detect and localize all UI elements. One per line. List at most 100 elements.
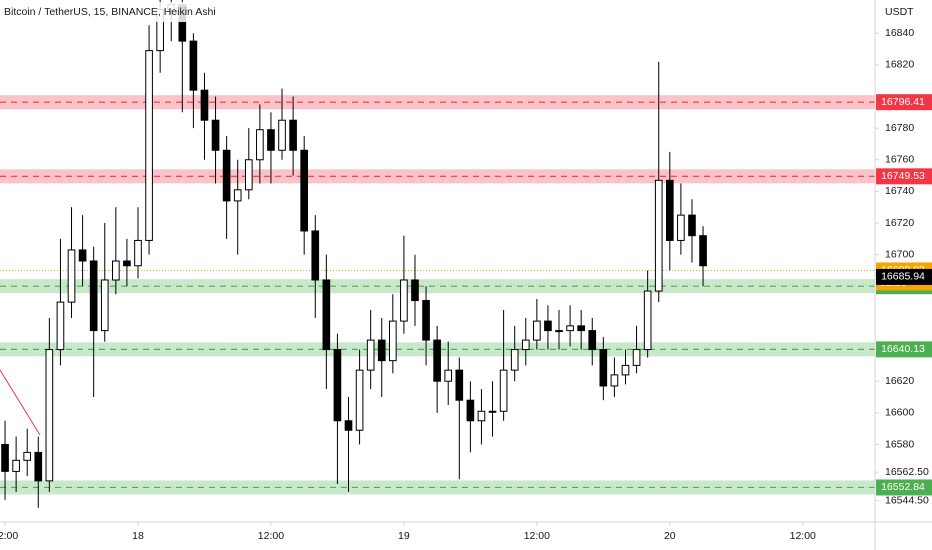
x-tick-label: 19 xyxy=(398,530,410,542)
candle-body xyxy=(433,339,441,382)
candle-body xyxy=(134,239,142,267)
candle-body xyxy=(211,119,220,151)
candle-body xyxy=(100,279,109,332)
candle-body xyxy=(677,214,685,241)
cursor-price-label: 16685.94 xyxy=(881,271,925,283)
candle-body xyxy=(610,374,619,387)
candle-body xyxy=(233,189,242,202)
level-label: 16640.13 xyxy=(881,343,925,355)
candle-body xyxy=(45,349,54,482)
candle-body xyxy=(444,369,453,382)
y-tick-label: 16760 xyxy=(885,154,914,166)
candle-body xyxy=(145,50,153,241)
zone-band xyxy=(0,169,875,184)
chart-title: Bitcoin / TetherUS, 15, BINANCE, Heikin … xyxy=(4,6,216,18)
y-tick-label: 16620 xyxy=(885,375,914,387)
x-tick-label: 12:00 xyxy=(790,530,816,542)
candle-body xyxy=(588,330,597,351)
candle-body xyxy=(654,179,663,292)
candles xyxy=(1,0,707,508)
candle-body xyxy=(322,279,331,351)
candle-body xyxy=(599,349,608,387)
candle-body xyxy=(621,364,630,376)
candle-body xyxy=(23,451,32,461)
candle-body xyxy=(499,369,508,412)
y-tick-label: 16720 xyxy=(885,217,914,229)
zone-band xyxy=(0,279,875,294)
candle-body xyxy=(466,399,475,422)
candle-body xyxy=(333,349,342,422)
y-tick-label: 16700 xyxy=(885,248,914,260)
candle-body xyxy=(488,410,497,413)
candle-body xyxy=(643,290,652,351)
cursor-price-bg xyxy=(876,268,932,285)
candle-body xyxy=(411,279,419,302)
candle-body xyxy=(533,320,541,341)
level-label: 16796.41 xyxy=(881,96,925,108)
candle-body xyxy=(699,235,707,267)
y-tick-label: 16562.50 xyxy=(885,466,929,478)
level-label-bg xyxy=(876,94,932,111)
candle-body xyxy=(244,159,253,191)
x-tick-label: 12:00 xyxy=(524,530,550,542)
zone-band xyxy=(0,480,875,495)
y-tick-label: 16544.50 xyxy=(885,494,929,506)
candle-body xyxy=(388,320,397,362)
candle-body xyxy=(278,119,286,151)
candle-body xyxy=(1,443,9,472)
candle-body xyxy=(12,459,20,472)
y-tick-label: 16740 xyxy=(885,185,914,197)
x-tick-label: 12:00 xyxy=(258,530,284,542)
candle-body xyxy=(311,230,320,281)
zone-band xyxy=(0,95,875,110)
candle-body xyxy=(355,369,364,431)
candle-body xyxy=(34,451,43,482)
candle-body xyxy=(89,260,98,332)
x-tick-label: 12:00 xyxy=(0,530,18,542)
candle-body xyxy=(222,149,231,202)
candle-body xyxy=(123,260,131,267)
currency: USDT xyxy=(885,6,914,18)
level-label-bg xyxy=(876,479,932,496)
candle-body xyxy=(521,339,530,351)
level-label: 16749.53 xyxy=(881,170,925,182)
candle-body xyxy=(477,410,486,422)
candle-body xyxy=(566,325,574,332)
candle-body xyxy=(400,279,408,322)
candle-body xyxy=(555,330,563,333)
candle-body xyxy=(544,320,552,332)
candle-body xyxy=(455,369,464,401)
candle-body xyxy=(665,179,674,241)
candle-body xyxy=(200,89,209,121)
y-tick-label: 16580 xyxy=(885,438,914,450)
level-label: 16552.84 xyxy=(881,481,925,493)
candle-body xyxy=(78,249,87,262)
candle-body xyxy=(56,301,65,351)
candle-body xyxy=(289,119,297,151)
title-bg xyxy=(0,2,258,22)
x-tick-label: 18 xyxy=(132,530,144,542)
candle-body xyxy=(256,129,264,161)
candle-body xyxy=(688,214,696,237)
y-tick-label: 16840 xyxy=(885,27,914,39)
candle-body xyxy=(377,339,386,362)
y-tick-label: 16780 xyxy=(885,122,914,134)
candle-body xyxy=(189,40,198,91)
candle-body xyxy=(300,149,309,232)
candle-body xyxy=(422,300,430,341)
candle-body xyxy=(112,260,120,281)
level-label-bg xyxy=(876,341,932,358)
level-label-bg xyxy=(876,168,932,185)
candle-body xyxy=(267,129,275,151)
candle-body xyxy=(510,349,519,371)
candle-body xyxy=(577,325,585,332)
axes: 16840 16820 16780 16760 16740 16720 16700 16620… xyxy=(0,27,932,542)
candle-body xyxy=(632,349,641,366)
y-tick-label: 16820 xyxy=(885,59,914,71)
trend-line xyxy=(0,369,41,436)
candle-body xyxy=(366,339,375,371)
candle-body xyxy=(67,249,76,303)
y-tick-label: 16600 xyxy=(885,407,914,419)
